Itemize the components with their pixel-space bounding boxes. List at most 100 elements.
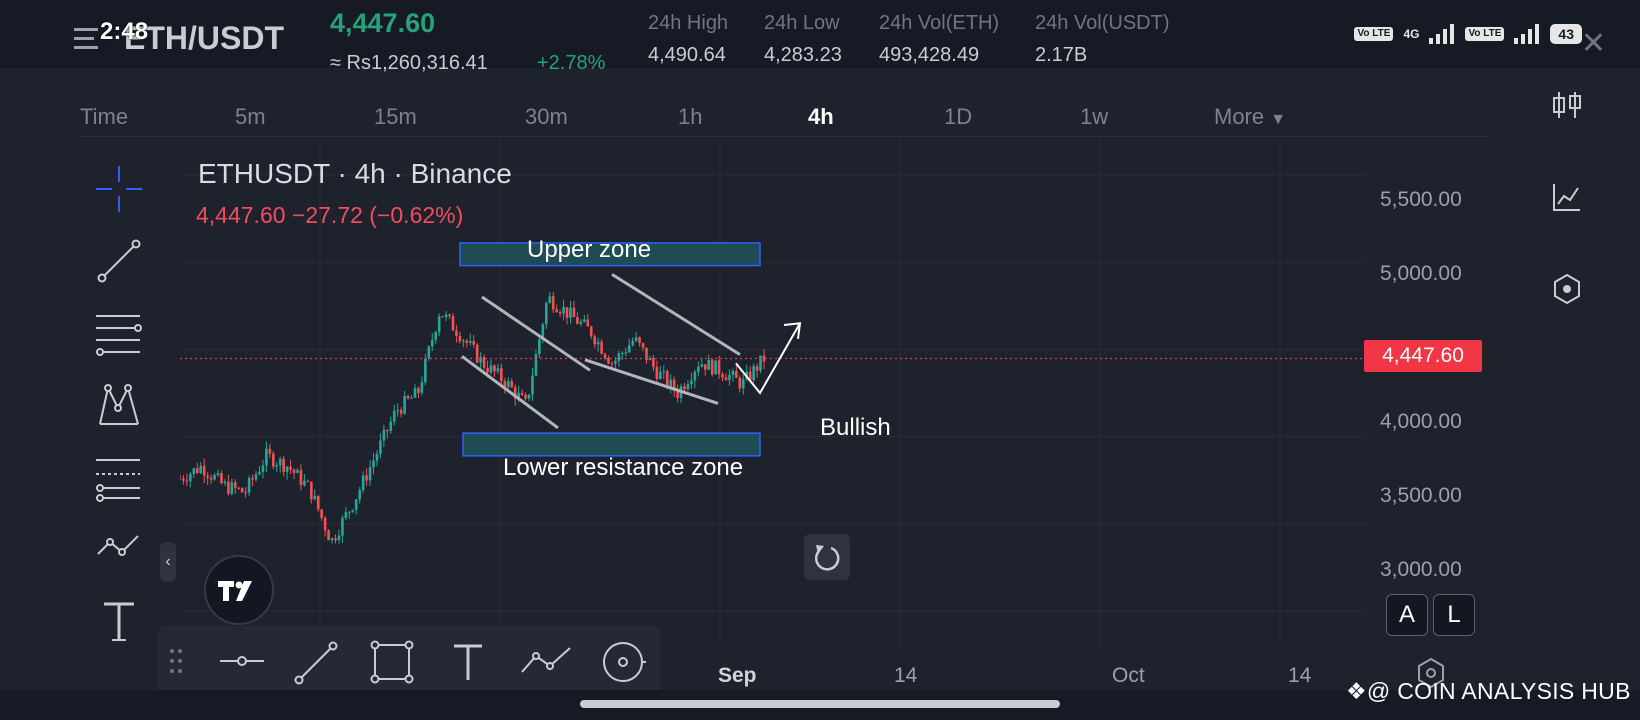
- signal-icon: [1429, 24, 1455, 44]
- candle-body: [600, 341, 603, 354]
- candle-body: [465, 340, 469, 343]
- text-tool-icon[interactable]: [450, 642, 486, 682]
- candle-body: [486, 367, 489, 373]
- candle-body: [741, 379, 745, 389]
- stat-label-high: 24h High: [648, 12, 729, 34]
- candle-body: [645, 347, 648, 361]
- candle-body: [310, 481, 313, 500]
- fib-icon[interactable]: [94, 452, 144, 502]
- candle-body: [382, 429, 386, 441]
- candle-body: [275, 465, 279, 467]
- candle-body: [683, 386, 686, 390]
- candles-icon[interactable]: [1550, 88, 1584, 122]
- candle-body: [372, 460, 375, 468]
- rectangle-icon[interactable]: [370, 640, 414, 684]
- candle-body: [344, 512, 348, 519]
- channel-line-1-bottom: [461, 355, 559, 430]
- candle-body: [755, 366, 759, 371]
- horizontal-lines-icon[interactable]: [94, 308, 144, 358]
- chart-title: ETHUSDT · 4h · Binance: [198, 158, 512, 189]
- candle-body: [693, 371, 697, 381]
- price-chart[interactable]: [180, 140, 1365, 646]
- candle-body: [576, 317, 579, 324]
- collapse-toolbar-button[interactable]: ‹: [160, 542, 176, 582]
- interval-1w[interactable]: 1w: [1080, 104, 1109, 129]
- candle-body: [531, 375, 534, 395]
- candle-body: [399, 410, 403, 414]
- candle-body: [430, 339, 434, 347]
- candle-body: [489, 365, 493, 373]
- candle-body: [292, 469, 296, 473]
- candle-body: [672, 379, 676, 391]
- pattern-icon[interactable]: [94, 380, 144, 430]
- candle-body: [655, 366, 659, 379]
- home-indicator[interactable]: [580, 700, 1060, 708]
- candle-body: [731, 371, 735, 375]
- interval-more[interactable]: More ▼: [1214, 104, 1286, 130]
- stat-value-vol-usdt: 2.17B: [1035, 44, 1088, 66]
- path-icon[interactable]: [94, 524, 144, 574]
- candle-body: [759, 355, 762, 371]
- candle-body: [240, 488, 244, 493]
- candle-body: [216, 473, 220, 476]
- horizontal-line-icon[interactable]: [220, 641, 264, 681]
- candle-body: [544, 302, 548, 325]
- candle-body: [354, 499, 358, 510]
- bullish-arrow-head: [783, 322, 802, 340]
- interval-4h[interactable]: 4h: [808, 104, 834, 129]
- candle-body: [348, 511, 351, 513]
- candle-body: [389, 421, 393, 431]
- pair-symbol[interactable]: ETH/USDT: [124, 20, 284, 56]
- tradingview-logo: [204, 555, 274, 625]
- candle-body: [520, 392, 524, 396]
- crosshair-icon[interactable]: [94, 164, 144, 214]
- brush-icon[interactable]: [600, 639, 646, 685]
- candle-body: [676, 390, 679, 398]
- candle-body: [669, 379, 672, 387]
- menu-icon[interactable]: [74, 22, 108, 56]
- interval-1h[interactable]: 1h: [678, 104, 703, 129]
- candle-body: [455, 330, 458, 336]
- candle-body: [624, 352, 628, 354]
- candle-body: [434, 332, 438, 340]
- reset-view-button[interactable]: [804, 534, 850, 580]
- candle-body: [652, 358, 655, 367]
- indicators-icon[interactable]: [1550, 180, 1584, 214]
- path-tool-icon[interactable]: [520, 644, 574, 678]
- auto-scale-button[interactable]: A: [1386, 594, 1428, 636]
- candle-body: [583, 319, 586, 322]
- candle-body: [503, 380, 507, 388]
- upper-zone-box: [459, 242, 761, 267]
- candle-body: [686, 384, 690, 390]
- status-time: 2:48: [100, 18, 149, 45]
- candle-body: [244, 492, 247, 494]
- candle-body: [607, 357, 610, 364]
- close-icon[interactable]: ✕: [1580, 27, 1606, 60]
- interval-15m[interactable]: 15m: [374, 104, 417, 129]
- caret-down-icon: ▼: [1270, 111, 1287, 128]
- interval-5m[interactable]: 5m: [235, 104, 266, 129]
- candle-body: [534, 354, 538, 376]
- candle-body: [510, 381, 514, 388]
- candle-body: [496, 368, 500, 372]
- candle-body: [420, 382, 424, 393]
- settings-hex-icon[interactable]: [1550, 272, 1584, 306]
- interval-1d[interactable]: 1D: [944, 104, 973, 129]
- log-scale-button[interactable]: L: [1433, 594, 1475, 636]
- interval-30m[interactable]: 30m: [525, 104, 568, 129]
- text-icon[interactable]: [94, 596, 144, 646]
- settings-hex-icon-bottom[interactable]: [1414, 656, 1448, 690]
- candle-body: [468, 341, 472, 343]
- candle-body: [593, 336, 596, 345]
- drag-handle-icon[interactable]: [168, 646, 184, 676]
- candle-body: [614, 360, 617, 364]
- trendline-icon[interactable]: [94, 236, 144, 286]
- wedge-line-top: [611, 273, 741, 356]
- stat-label-vol-usdt: 24h Vol(USDT): [1035, 12, 1170, 34]
- candle-body: [589, 326, 593, 337]
- y-tick-4000: 4,000.00: [1380, 410, 1462, 433]
- line-icon[interactable]: [294, 641, 338, 685]
- interval-time[interactable]: Time: [80, 104, 129, 129]
- candle-body: [548, 296, 552, 303]
- candle-body: [202, 465, 206, 476]
